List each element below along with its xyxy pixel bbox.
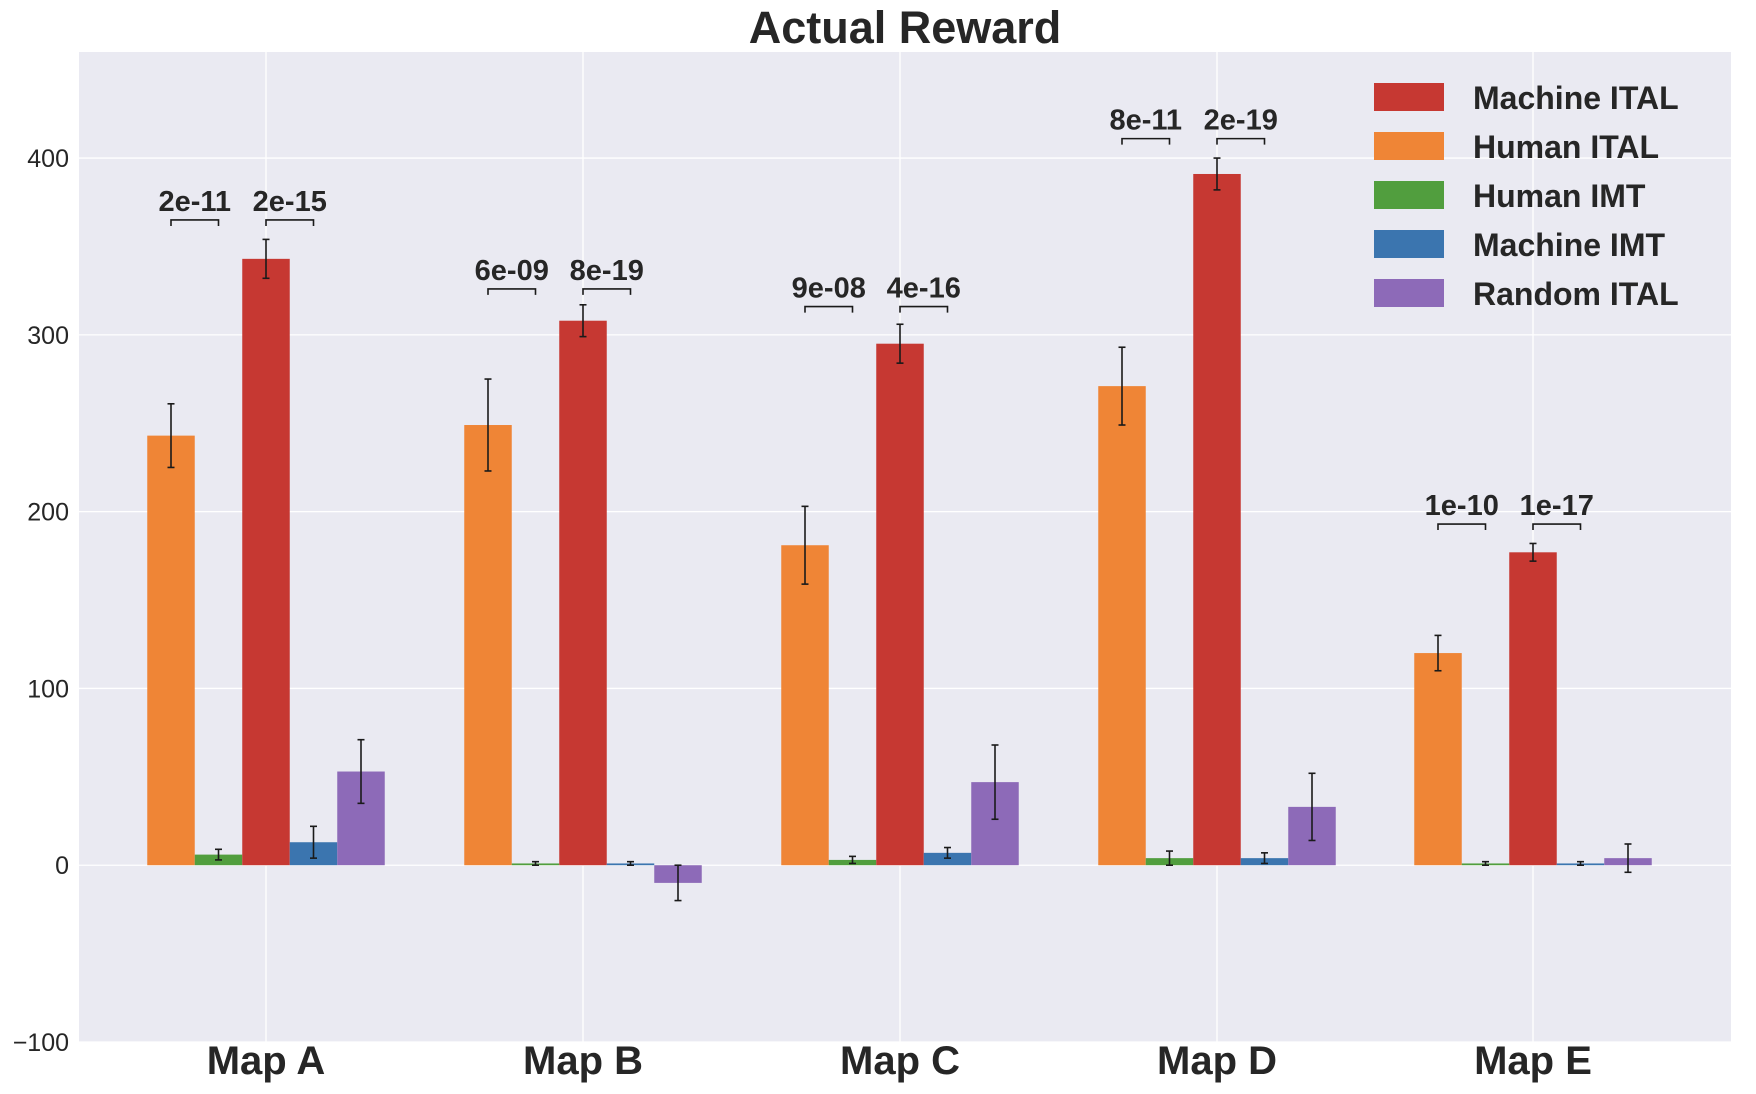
legend-swatch-random-ital [1374, 279, 1444, 307]
legend-label-human-ital: Human ITAL [1473, 129, 1659, 165]
y-tick-label: 200 [27, 499, 69, 527]
significance-bracket-map-b [582, 288, 632, 295]
legend-label-machine-imt: Machine IMT [1473, 227, 1665, 263]
y-tick-label: −100 [13, 1029, 69, 1057]
legend-label-random-ital: Random ITAL [1473, 276, 1679, 312]
p-value-label-map-c: 4e-16 [887, 273, 961, 305]
legend-label-machine-ital: Machine ITAL [1473, 80, 1679, 116]
legend: Machine ITAL Human ITAL Human IMT Machine I… [1374, 80, 1679, 312]
significance-bracket-map-d [1216, 137, 1266, 145]
x-tick-label-map-c: Map C [840, 1039, 960, 1083]
y-tick-label: 100 [27, 675, 69, 703]
y-tick-label: 0 [55, 852, 69, 880]
legend-swatch-machine-ital [1374, 83, 1444, 111]
significance-bracket-map-e [1437, 523, 1487, 531]
p-value-label-map-a: 2e-15 [253, 186, 327, 218]
bar-machine-ital-map-e [1509, 552, 1557, 866]
significance-bracket-map-a [265, 219, 315, 226]
legend-label-human-imt: Human IMT [1473, 178, 1646, 214]
significance-bracket-map-c [804, 305, 854, 313]
p-value-label-map-b: 8e-19 [570, 255, 644, 287]
p-value-label-map-d: 8e-11 [1109, 105, 1182, 137]
bar-machine-ital-map-c [876, 343, 924, 866]
p-value-label-map-c: 9e-08 [792, 273, 866, 305]
bar-human-ital-map-b [464, 425, 512, 866]
y-tick-label: 300 [27, 322, 69, 350]
legend-swatch-human-imt [1374, 181, 1444, 209]
p-value-label-map-e: 1e-17 [1520, 490, 1594, 522]
significance-bracket-map-b [487, 288, 537, 295]
x-tick-label-map-d: Map D [1157, 1039, 1277, 1083]
bar-human-ital-map-a [147, 435, 195, 866]
y-tick-label: 400 [27, 145, 69, 173]
chart-title: Actual Reward [749, 2, 1062, 53]
bar-machine-ital-map-a [242, 258, 290, 866]
legend-swatch-human-ital [1374, 132, 1444, 160]
bar-human-ital-map-d [1098, 386, 1146, 866]
p-value-label-map-e: 1e-10 [1425, 490, 1499, 522]
significance-bracket-map-c [899, 305, 949, 313]
legend-swatch-machine-imt [1374, 230, 1444, 258]
significance-bracket-map-d [1121, 137, 1171, 145]
error-bars [167, 157, 1632, 902]
x-axis-ticks: Map A Map B Map C Map D Map E [207, 1039, 1592, 1083]
bar-machine-ital-map-d [1193, 173, 1241, 866]
bar-human-ital-map-c [781, 545, 829, 866]
x-tick-label-map-e: Map E [1474, 1039, 1592, 1083]
x-tick-label-map-b: Map B [523, 1039, 643, 1083]
significance-bracket-map-e [1532, 523, 1582, 531]
p-value-label-map-a: 2e-11 [158, 186, 231, 218]
p-value-label-map-b: 6e-09 [475, 255, 549, 287]
significance-annotations: 2e-11 2e-15 6e-09 8e-19 9e-08 4e-16 8e-11 2e-19… [158, 105, 1594, 531]
bar-machine-imt-map-c [923, 852, 972, 866]
y-axis-ticks: −100 0 100 200 300 400 [13, 145, 69, 1057]
significance-bracket-map-a [170, 219, 220, 226]
bar-human-ital-map-e [1414, 653, 1462, 866]
p-value-label-map-d: 2e-19 [1204, 105, 1278, 137]
bars [147, 173, 1652, 883]
x-tick-label-map-a: Map A [207, 1039, 326, 1083]
bar-machine-ital-map-b [559, 320, 607, 866]
